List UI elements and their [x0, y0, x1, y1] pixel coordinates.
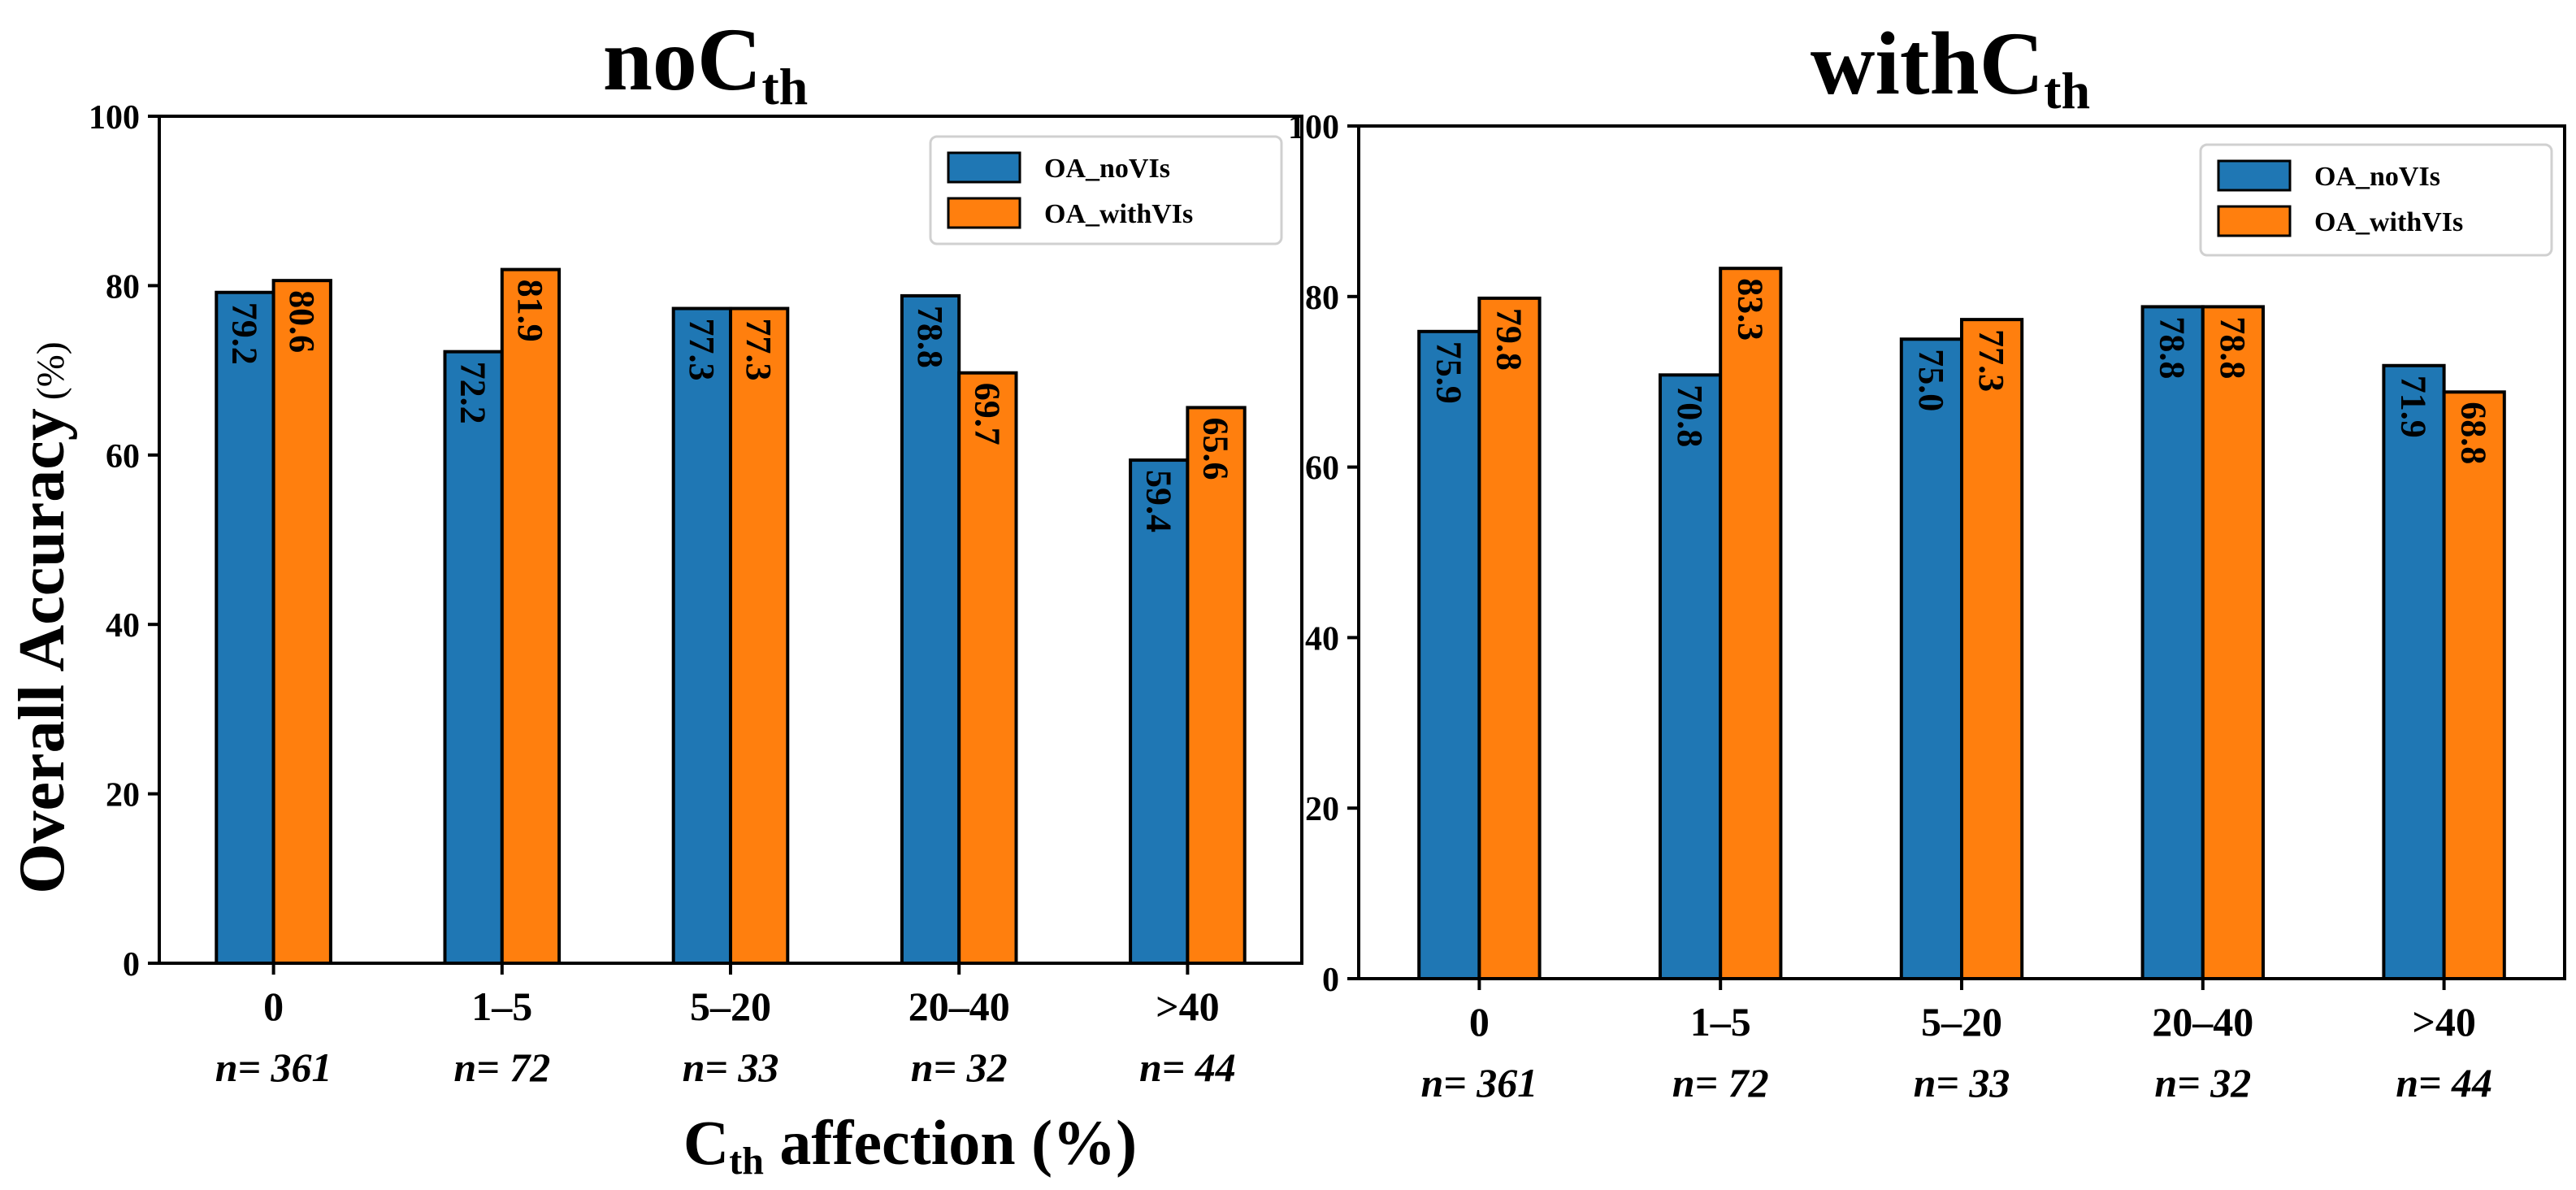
- legend-label: OA_noVIs: [2314, 162, 2440, 192]
- y-tick-label: 100: [89, 99, 140, 137]
- x-tick-label: >40: [1156, 984, 1220, 1029]
- bar-OA_withVIs: [1186, 406, 1247, 965]
- x-tick-label: >40: [2412, 999, 2476, 1045]
- bar-value-label: 59.4: [1138, 470, 1178, 532]
- bar-OA_noVIs: [1659, 373, 1723, 981]
- y-tick-label: 80: [106, 268, 140, 306]
- y-tick-label: 80: [1305, 280, 1339, 317]
- y-tick-label: 40: [1305, 620, 1339, 658]
- bar-value-label: 81.9: [510, 280, 550, 342]
- bar-OA_noVIs: [1899, 337, 1964, 980]
- bar-OA_withVIs: [1960, 318, 2024, 980]
- bar-value-label: 78.8: [2153, 316, 2192, 379]
- bar-OA_withVIs: [500, 267, 562, 965]
- legend-swatch: [947, 151, 1021, 184]
- sample-count-label: n= 361: [215, 1045, 332, 1090]
- x-axis-label: Cth affection (%): [683, 1107, 1137, 1183]
- bar-value-label: 80.6: [282, 290, 322, 353]
- y-axis-label: Overall Accuracy(%): [7, 341, 78, 894]
- sample-count-label: n= 44: [1139, 1045, 1236, 1090]
- bar-value-label: 70.8: [1670, 384, 1710, 447]
- legend-swatch: [2217, 159, 2292, 192]
- x-tick-label: 0: [1469, 999, 1490, 1045]
- bar-OA_withVIs: [729, 306, 790, 965]
- chart-withCth: withCth 0 20 40 60 80 100 0 n= 361 75.9 79.8 1–5 n= …: [1288, 14, 2566, 1105]
- bar-value-label: 72.2: [453, 362, 493, 424]
- bar-OA_noVIs: [2382, 363, 2446, 981]
- bar-value-label: 78.8: [2213, 316, 2253, 379]
- bar-value-label: 77.3: [1971, 329, 2011, 392]
- x-tick-label: 1–5: [1690, 999, 1751, 1045]
- y-tick-label: 40: [106, 607, 140, 645]
- x-tick-label: 20–40: [909, 984, 1010, 1029]
- y-tick-label: 60: [1305, 450, 1339, 488]
- bar-OA_withVIs: [2201, 305, 2266, 980]
- sample-count-label: n= 33: [1914, 1060, 2010, 1105]
- bar-value-label: 75.0: [1911, 349, 1951, 411]
- x-tick-label: 5–20: [1921, 999, 2002, 1045]
- sample-count-label: n= 72: [453, 1045, 550, 1090]
- bar-OA_noVIs: [1129, 458, 1190, 965]
- bar-OA_noVIs: [1417, 329, 1481, 980]
- bar-value-label: 83.3: [1730, 278, 1770, 341]
- sample-count-label: n= 32: [911, 1045, 1008, 1090]
- chart-title: withCth: [1811, 14, 2090, 119]
- y-tick-label: 20: [1305, 791, 1339, 828]
- x-tick-label: 20–40: [2152, 999, 2253, 1045]
- bar-value-label: 79.2: [224, 302, 264, 365]
- bar-OA_noVIs: [900, 293, 961, 965]
- sample-count-label: n= 33: [683, 1045, 779, 1090]
- y-tick-label: 60: [106, 438, 140, 476]
- bar-OA_withVIs: [1477, 296, 1542, 980]
- y-tick-label: 0: [123, 946, 140, 984]
- bar-value-label: 77.3: [739, 319, 778, 381]
- x-tick-label: 5–20: [690, 984, 771, 1029]
- y-tick-label: 0: [1322, 962, 1339, 999]
- bar-value-label: 78.8: [910, 306, 950, 368]
- bar-value-label: 71.9: [2394, 376, 2434, 438]
- bar-value-label: 75.9: [1429, 341, 1468, 404]
- chart-title: noCth: [603, 10, 809, 115]
- y-tick-label: 20: [106, 777, 140, 814]
- bar-OA_noVIs: [215, 290, 275, 965]
- legend-swatch: [2217, 205, 2292, 237]
- x-tick-label: 0: [263, 984, 284, 1029]
- sample-count-label: n= 44: [2396, 1060, 2492, 1105]
- bar-value-label: 77.3: [682, 319, 722, 381]
- sample-count-label: n= 32: [2154, 1060, 2251, 1105]
- sample-count-label: n= 72: [1672, 1060, 1769, 1105]
- bar-OA_noVIs: [443, 350, 504, 965]
- bar-value-label: 69.7: [967, 383, 1007, 445]
- bar-OA_withVIs: [1719, 267, 1783, 981]
- sample-count-label: n= 361: [1420, 1060, 1537, 1105]
- bar-OA_noVIs: [2140, 305, 2205, 980]
- bar-OA_noVIs: [671, 306, 733, 965]
- bar-value-label: 65.6: [1196, 417, 1236, 480]
- bar-OA_withVIs: [957, 371, 1018, 965]
- bar-value-label: 68.8: [2454, 402, 2494, 464]
- bar-OA_withVIs: [271, 279, 332, 965]
- bar-OA_withVIs: [2442, 390, 2506, 980]
- bar-value-label: 79.8: [1490, 308, 1529, 371]
- legend-swatch: [947, 197, 1021, 229]
- x-tick-label: 1–5: [471, 984, 532, 1029]
- chart-noCth: noCth 0 20 40 60 80 100 0 n= 361 79.2 80.6 1–5 n= 72…: [89, 10, 1303, 1090]
- legend-label: OA_noVIs: [1044, 154, 1170, 184]
- legend-label: OA_withVIs: [1044, 199, 1193, 229]
- legend-label: OA_withVIs: [2314, 207, 2463, 237]
- y-tick-label: 100: [1288, 109, 1339, 146]
